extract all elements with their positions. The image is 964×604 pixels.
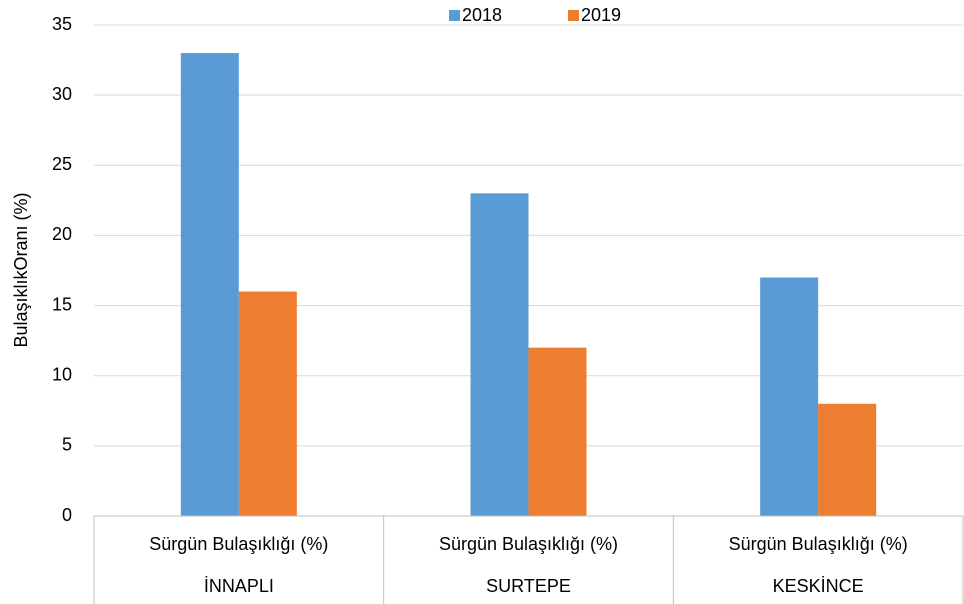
y-tick-label: 5: [62, 435, 72, 455]
bar: [238, 291, 297, 516]
y-tick-label: 35: [52, 14, 72, 34]
y-tick-label: 10: [52, 364, 72, 384]
x-subcategory-label: Sürgün Bulaşıklığı (%): [729, 534, 908, 554]
y-tick-label: 20: [52, 224, 72, 244]
legend-label: 2019: [581, 5, 621, 25]
bar: [470, 193, 529, 517]
x-tick-label: SURTEPE: [486, 576, 571, 596]
x-tick-label: KESKİNCE: [773, 576, 864, 596]
y-tick-label: 15: [52, 294, 72, 314]
x-subcategory-label: Sürgün Bulaşıklığı (%): [439, 534, 618, 554]
bar: [180, 53, 239, 517]
y-tick-label: 25: [52, 154, 72, 174]
bar: [528, 347, 587, 516]
x-tick-label: İNNAPLI: [204, 576, 274, 596]
legend-swatch: [568, 10, 579, 21]
bar: [760, 277, 819, 516]
y-tick-label: 30: [52, 84, 72, 104]
y-axis-label: BulaşıklıkOranı (%): [11, 192, 31, 347]
bar: [818, 403, 877, 516]
y-tick-label: 0: [62, 505, 72, 525]
legend-swatch: [449, 10, 460, 21]
x-subcategory-label: Sürgün Bulaşıklığı (%): [149, 534, 328, 554]
legend-label: 2018: [462, 5, 502, 25]
